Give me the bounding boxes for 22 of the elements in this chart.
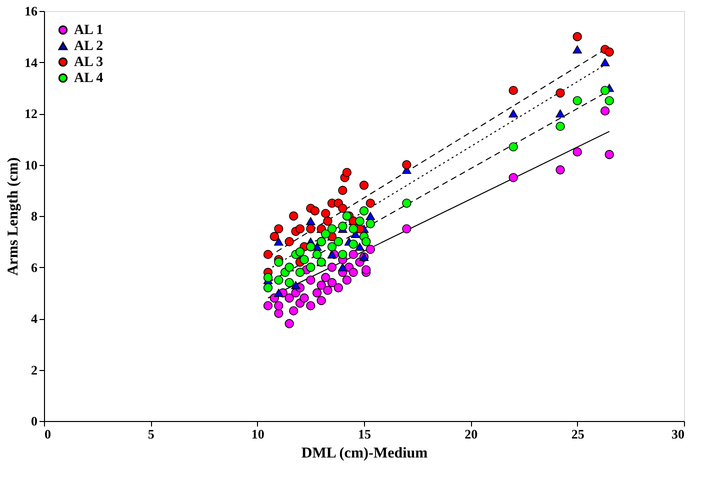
x-tick-label: 15: [358, 426, 372, 442]
legend-label: AL 2: [74, 39, 104, 54]
x-tick-label: 20: [464, 426, 478, 442]
y-tick-label: 8: [31, 208, 38, 224]
y-axis-title: Arms Length (cm): [6, 157, 22, 276]
y-tick-label: 12: [24, 106, 38, 121]
x-tick-label: 5: [148, 426, 155, 442]
x-tick-label: 10: [251, 426, 264, 442]
x-tick-label: 25: [571, 426, 585, 442]
y-tick-label: 6: [31, 260, 38, 275]
y-tick-label: 16: [24, 4, 38, 18]
y-tick-label: 10: [24, 157, 38, 172]
y-tick-label: 0: [31, 414, 38, 428]
legend-label: AL 1: [74, 23, 104, 38]
y-tick-label: 2: [31, 362, 38, 378]
x-axis-title: DML (cm)-Medium: [301, 446, 428, 462]
y-tick-label: 14: [24, 54, 38, 70]
legend-label: AL 4: [74, 71, 104, 86]
y-tick-label: 4: [31, 311, 38, 326]
x-tick-label: 0: [44, 426, 51, 442]
legend-label: AL 3: [74, 55, 104, 70]
x-tick-label: 30: [672, 426, 684, 442]
